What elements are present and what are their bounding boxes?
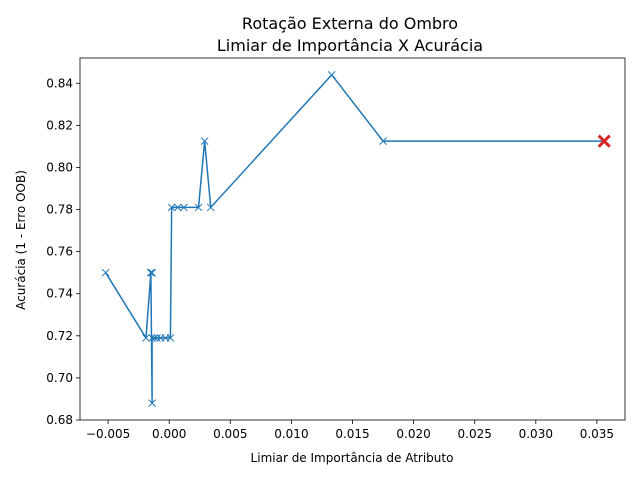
data-point-marker <box>200 137 209 145</box>
data-point-marker <box>101 268 110 277</box>
data-point-marker <box>153 334 161 342</box>
y-axis-ticks: 0.68 0.70 0.72 0.74 0.76 0.78 0.80 0.82 0.84 <box>46 76 80 427</box>
plot-frame <box>79 57 626 421</box>
x-tick-label: 0.025 <box>458 427 492 441</box>
best-point-marker <box>597 134 611 148</box>
x-tick-label: 0.005 <box>213 427 247 441</box>
data-point-marker <box>327 70 336 79</box>
x-tick-label: 0.020 <box>396 427 430 441</box>
x-tick-label: −0.005 <box>86 427 130 441</box>
data-point-marker <box>206 203 215 212</box>
x-tick-label: 0.035 <box>580 427 614 441</box>
data-point-marker <box>166 334 175 342</box>
data-point-marker <box>142 334 150 342</box>
x-tick-label: 0.015 <box>335 427 369 441</box>
y-tick-label: 0.78 <box>46 203 73 217</box>
x-axis-ticks: −0.005 0.000 0.005 0.010 0.015 0.020 0.025 0.03… <box>86 420 614 441</box>
x-axis-label: Limiar de Importância de Atributo <box>251 451 454 465</box>
y-axis-label: Acurácia (1 - Erro OOB) <box>14 170 28 310</box>
data-point-marker <box>148 399 156 408</box>
y-tick-label: 0.72 <box>46 329 73 343</box>
data-point-marker <box>150 334 159 342</box>
data-point-marker <box>167 203 176 212</box>
series-layer <box>101 70 611 408</box>
data-point-marker <box>148 268 156 277</box>
y-tick-label: 0.80 <box>46 160 73 174</box>
data-point-marker <box>379 137 387 145</box>
x-tick-label: 0.030 <box>519 427 553 441</box>
y-tick-label: 0.74 <box>46 287 73 301</box>
y-tick-label: 0.82 <box>46 118 73 132</box>
data-point-marker <box>147 268 155 277</box>
data-point-marker <box>180 203 188 212</box>
chart-title-line1: Rotação Externa do Ombro <box>242 14 458 33</box>
x-tick-label: 0.000 <box>152 427 186 441</box>
y-tick-label: 0.76 <box>46 245 73 259</box>
chart-title-line2: Limiar de Importância X Acurácia <box>217 36 483 55</box>
y-tick-label: 0.68 <box>46 413 73 427</box>
x-tick-label: 0.010 <box>274 427 308 441</box>
y-tick-label: 0.70 <box>46 371 73 385</box>
data-point-marker <box>194 203 203 212</box>
data-point-marker <box>173 203 182 212</box>
y-tick-label: 0.84 <box>46 76 73 90</box>
